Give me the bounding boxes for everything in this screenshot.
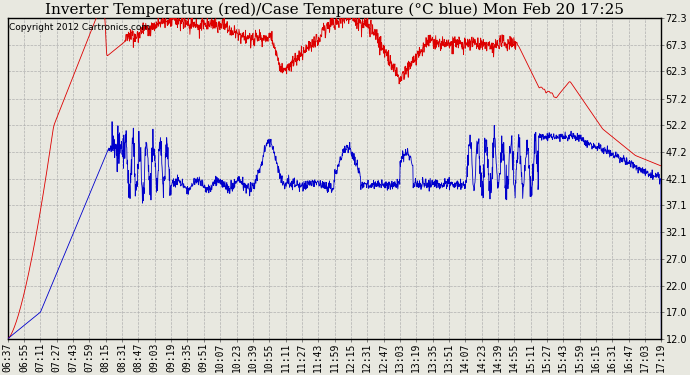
Text: Copyright 2012 Cartronics.com: Copyright 2012 Cartronics.com xyxy=(9,23,150,32)
Title: Inverter Temperature (red)/Case Temperature (°C blue) Mon Feb 20 17:25: Inverter Temperature (red)/Case Temperat… xyxy=(45,3,624,17)
